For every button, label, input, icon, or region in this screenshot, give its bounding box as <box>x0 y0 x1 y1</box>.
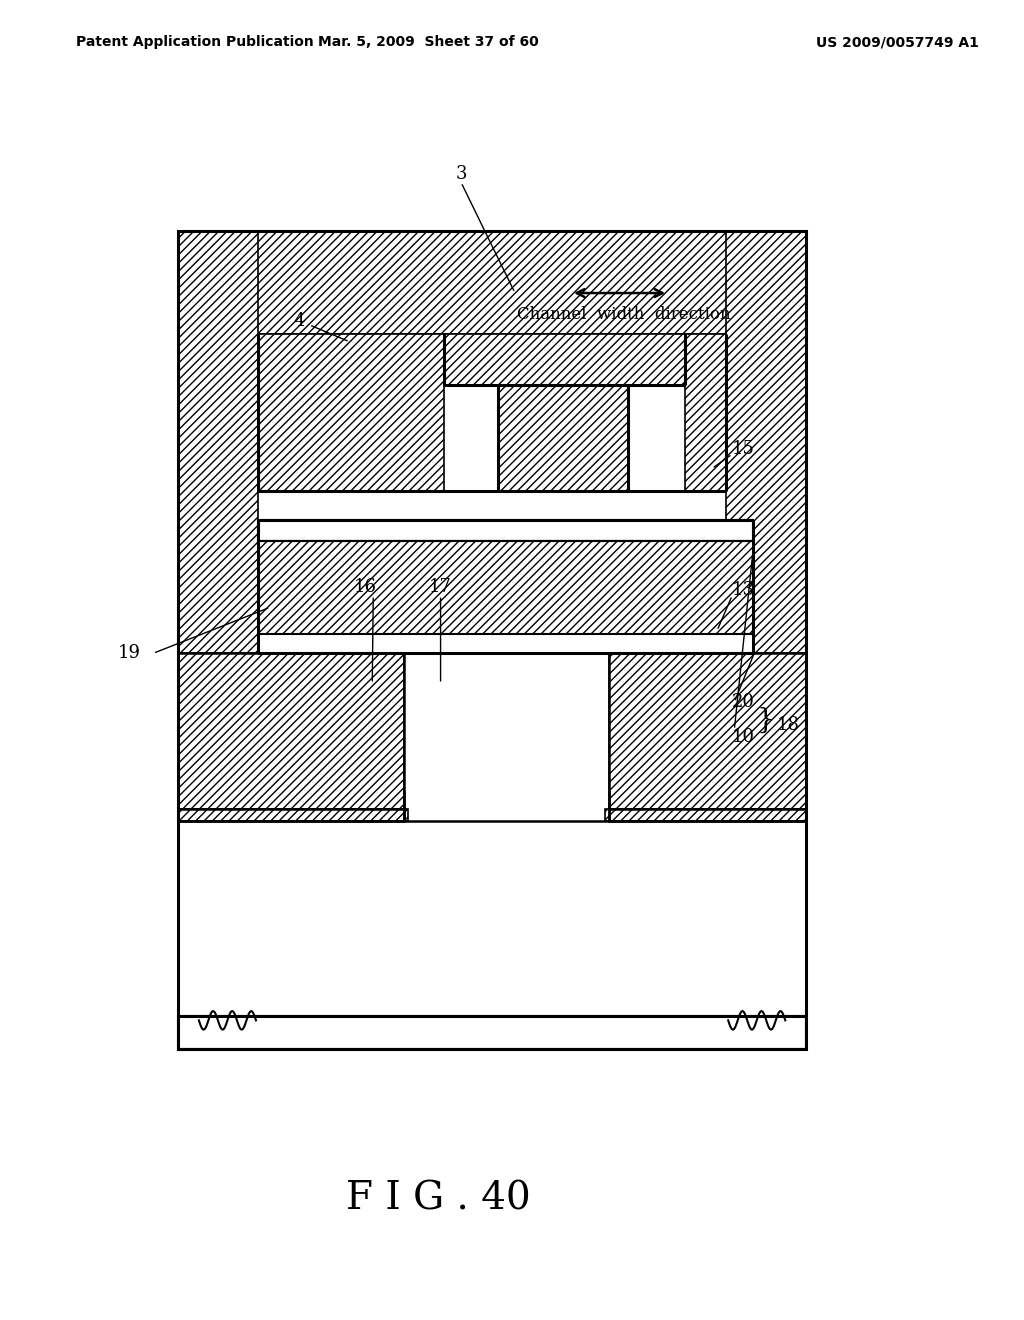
Bar <box>178 231 806 1049</box>
Text: Channel  width  direction: Channel width direction <box>517 306 731 322</box>
Text: F I G . 40: F I G . 40 <box>346 1180 530 1217</box>
Text: 4: 4 <box>293 312 304 330</box>
Text: Patent Application Publication: Patent Application Publication <box>77 36 314 49</box>
Bar <box>258 334 726 491</box>
Text: 18: 18 <box>777 715 800 734</box>
Bar <box>178 653 806 821</box>
Bar <box>443 334 685 385</box>
Text: 13: 13 <box>732 581 756 599</box>
Text: }: } <box>757 708 774 734</box>
Text: 16: 16 <box>353 578 377 597</box>
Bar <box>258 520 753 541</box>
Text: 19: 19 <box>118 644 140 663</box>
Bar <box>178 821 806 1049</box>
Text: 20: 20 <box>732 693 755 711</box>
Text: US 2009/0057749 A1: US 2009/0057749 A1 <box>816 36 979 49</box>
Bar <box>726 231 806 1049</box>
Bar <box>178 231 806 1049</box>
Bar <box>498 385 629 491</box>
Text: 17: 17 <box>429 578 452 597</box>
Bar <box>258 634 753 653</box>
Bar <box>178 1016 806 1049</box>
Bar <box>178 809 408 821</box>
Text: Mar. 5, 2009  Sheet 37 of 60: Mar. 5, 2009 Sheet 37 of 60 <box>318 36 539 49</box>
Text: 15: 15 <box>732 440 755 458</box>
Bar <box>685 334 726 491</box>
Text: 10: 10 <box>732 727 756 746</box>
Bar <box>178 653 403 809</box>
Text: 3: 3 <box>456 165 467 183</box>
Bar <box>258 541 753 634</box>
Bar <box>609 653 806 809</box>
Bar <box>178 231 258 1049</box>
Bar <box>605 809 806 821</box>
Bar <box>178 231 806 334</box>
Bar <box>258 334 443 491</box>
